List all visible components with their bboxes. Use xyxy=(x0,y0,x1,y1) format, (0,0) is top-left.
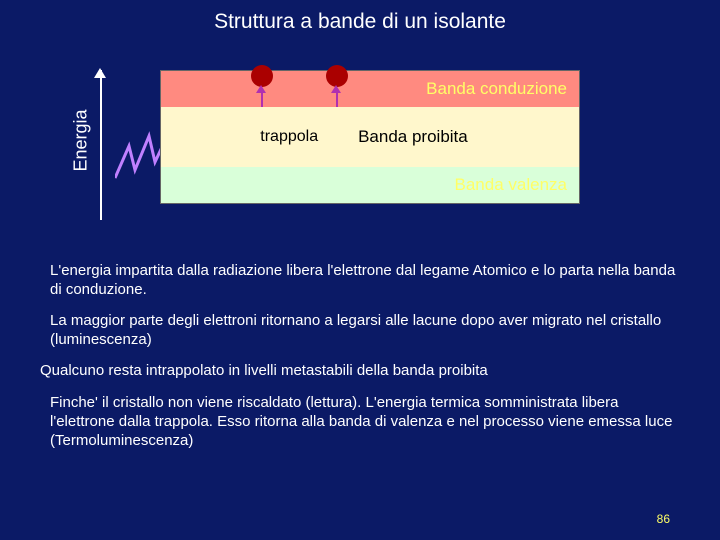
axis-line xyxy=(100,70,102,220)
paragraph: Qualcuno resta intrappolato in livelli m… xyxy=(40,362,680,381)
electron-icon xyxy=(251,65,273,87)
arrowhead-up-icon xyxy=(256,85,266,93)
band-stack: Banda conduzione trappola Banda proibita xyxy=(160,70,580,204)
conduction-band-label: Banda conduzione xyxy=(426,79,567,99)
valence-band-label: Banda valenza xyxy=(455,175,567,195)
page-number: 86 xyxy=(657,512,670,526)
paragraph: Finche' il cristallo non viene riscaldat… xyxy=(50,394,680,450)
trap-label: trappola xyxy=(260,128,318,146)
energy-axis-label: Energia xyxy=(71,109,92,171)
paragraph: L'energia impartita dalla radiazione lib… xyxy=(50,262,680,300)
slide: Struttura a bande di un isolante Energia… xyxy=(0,0,720,540)
paragraph: La maggior parte degli elettroni ritorna… xyxy=(50,312,680,350)
forbidden-band: trappola Banda proibita xyxy=(161,107,579,167)
energy-axis: Energia xyxy=(80,70,120,220)
slide-title: Struttura a bande di un isolante xyxy=(0,10,720,34)
band-diagram: Energia Banda conduzione trappola xyxy=(120,60,600,230)
arrowhead-up-icon xyxy=(331,85,341,93)
axis-arrowhead-icon xyxy=(94,68,106,78)
electron-icon xyxy=(326,65,348,87)
valence-band: Banda valenza xyxy=(161,167,579,203)
conduction-band: Banda conduzione xyxy=(161,71,579,107)
forbidden-band-label: Banda proibita xyxy=(358,127,468,147)
